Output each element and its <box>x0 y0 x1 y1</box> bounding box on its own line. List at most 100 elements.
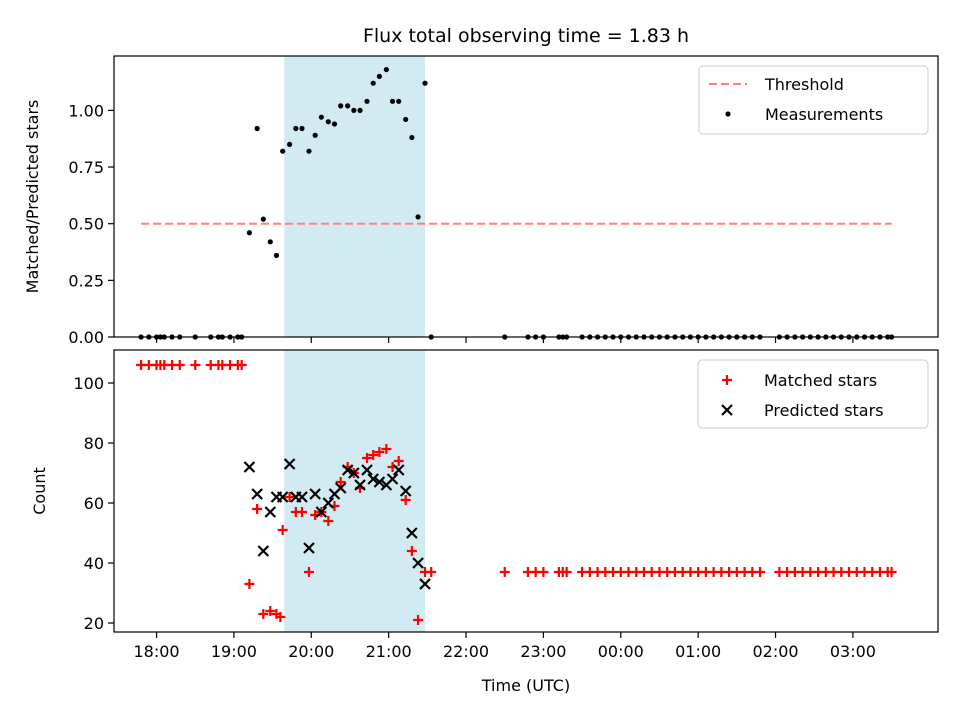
y-tick-label: 0.50 <box>68 215 104 234</box>
data-point <box>335 477 346 487</box>
data-point <box>258 609 269 619</box>
data-point <box>357 107 363 113</box>
x-tick-label: 00:00 <box>598 642 644 661</box>
x-tick-label: 19:00 <box>211 642 257 661</box>
data-point <box>303 567 314 577</box>
legend-predicted-label: Predicted stars <box>764 401 884 420</box>
x-tick-label: 18:00 <box>133 642 179 661</box>
data-point <box>312 132 318 138</box>
data-point <box>293 125 299 132</box>
data-point <box>368 450 379 460</box>
data-point <box>296 491 308 503</box>
y-tick-label: 0.75 <box>68 158 104 177</box>
data-point <box>413 615 424 625</box>
data-point <box>322 497 335 509</box>
y-tick-label: 60 <box>84 494 104 513</box>
data-point <box>381 444 392 454</box>
y-tick-label: 100 <box>73 374 104 393</box>
data-point <box>276 491 289 503</box>
axes-frame <box>113 349 939 633</box>
x-tick-label: 02:00 <box>752 642 798 661</box>
data-point <box>244 579 255 589</box>
data-point <box>373 476 386 488</box>
x-tick-label: 03:00 <box>830 642 876 661</box>
data-point <box>297 507 308 517</box>
data-point <box>334 482 347 494</box>
observing-span <box>284 56 426 337</box>
data-point <box>264 506 277 518</box>
data-point <box>267 239 273 245</box>
data-point <box>383 66 389 73</box>
data-point <box>538 567 549 577</box>
y-tick-label: 20 <box>84 614 104 633</box>
data-point <box>257 545 270 557</box>
axes-frame <box>113 55 939 338</box>
data-point <box>362 453 373 463</box>
x-tick-label: 01:00 <box>675 642 721 661</box>
data-point <box>367 473 379 485</box>
data-point <box>374 447 385 457</box>
data-point <box>273 252 280 259</box>
top-panel: 0.00 0.25 0.50 0.75 1.00 Matched/Predicted st… <box>23 25 939 347</box>
legend: Matched stars Predicted stars <box>697 359 929 429</box>
data-point <box>370 80 376 86</box>
data-point <box>325 119 331 125</box>
data-point <box>422 80 428 86</box>
legend-threshold-label: Threshold <box>764 75 844 94</box>
data-point <box>260 216 266 222</box>
data-point <box>265 606 276 616</box>
data-point <box>252 504 263 514</box>
data-point <box>284 492 295 502</box>
legend-predicted-swatch <box>721 404 733 416</box>
legend: Threshold Measurements <box>698 65 929 135</box>
data-point <box>251 488 263 500</box>
observing-span <box>284 350 426 632</box>
legend-measurements-label: Measurements <box>765 105 883 124</box>
data-point <box>426 567 437 577</box>
y-tick-label: 1.00 <box>68 101 104 120</box>
data-point <box>393 456 404 466</box>
data-point <box>280 148 286 154</box>
data-point <box>318 114 324 120</box>
data-point <box>409 134 415 141</box>
data-point <box>348 467 360 479</box>
data-point <box>755 567 766 577</box>
data-point <box>386 473 399 485</box>
data-point <box>406 546 417 556</box>
chart-title: Flux total observing time = 1.83 h <box>363 25 689 47</box>
y-tick-label: 40 <box>84 554 104 573</box>
x-tick-label: 23:00 <box>520 642 566 661</box>
data-point <box>392 464 405 476</box>
data-point <box>341 464 354 476</box>
data-point <box>403 116 409 123</box>
data-point <box>323 516 334 526</box>
data-point <box>306 148 312 154</box>
x-tick-label: 20:00 <box>288 642 334 661</box>
legend-matched-swatch <box>722 375 732 385</box>
legend-box <box>697 359 929 429</box>
data-point <box>309 488 321 500</box>
data-point <box>275 612 286 622</box>
data-point <box>338 103 344 109</box>
data-point <box>351 107 357 113</box>
y-tick-label: 0.25 <box>68 271 104 290</box>
data-point <box>345 103 351 109</box>
y-axis-label: Count <box>30 467 49 515</box>
data-point <box>354 479 366 491</box>
data-point <box>246 230 252 236</box>
data-point <box>886 567 897 577</box>
y-tick-label: 80 <box>84 434 104 453</box>
x-tick-label: 21:00 <box>366 642 412 661</box>
legend-box <box>698 65 929 135</box>
legend-measurements-swatch <box>725 111 731 117</box>
data-point <box>412 557 424 569</box>
data-point <box>364 98 370 104</box>
data-point <box>376 73 382 79</box>
data-point <box>299 125 305 132</box>
data-point <box>277 525 288 535</box>
data-point <box>389 98 396 104</box>
bottom-panel: 18:00 19:00 20:00 21:00 22:00 23:00 00:00 01:00… <box>30 349 939 695</box>
data-point <box>415 214 421 220</box>
data-point <box>287 141 293 147</box>
